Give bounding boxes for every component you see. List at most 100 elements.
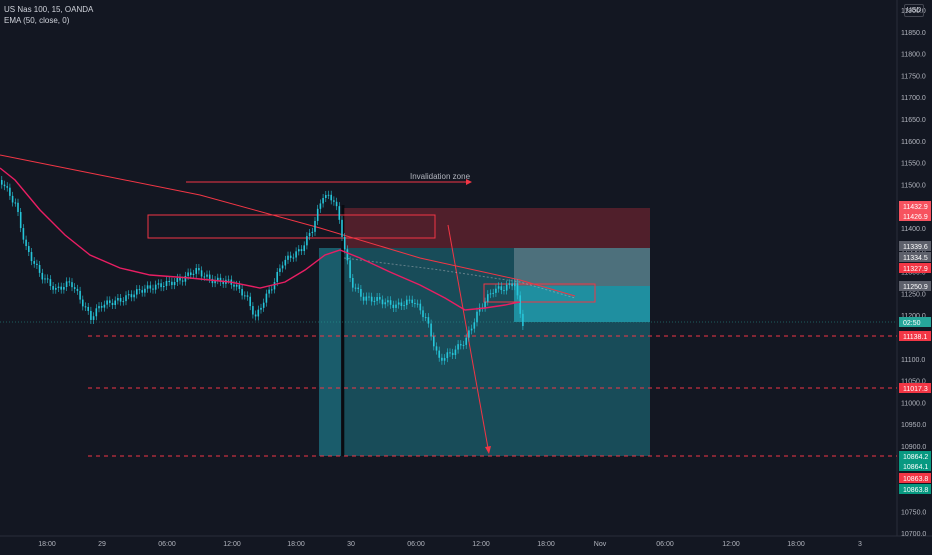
price-tag-text: 11138.1: [903, 334, 927, 341]
price-tick-label: 10950.0: [901, 422, 926, 429]
candle: [214, 276, 216, 288]
candle: [141, 286, 143, 297]
stop-loss-zone[interactable]: [344, 208, 650, 248]
open-profit-zone: [514, 286, 650, 322]
candle-body: [235, 284, 238, 287]
candle-body: [103, 304, 106, 308]
candle-body: [184, 275, 187, 282]
candle: [49, 275, 52, 291]
candle-body: [514, 283, 516, 287]
candle: [36, 259, 38, 269]
candle: [17, 198, 19, 216]
price-tag-bg: [899, 383, 931, 393]
time-label: 18:00: [287, 541, 305, 548]
candle: [95, 304, 98, 321]
candle-body: [489, 293, 492, 295]
candle-body: [476, 311, 478, 323]
candle: [298, 245, 300, 256]
price-tag: 10864.2: [899, 451, 931, 461]
candle: [28, 242, 30, 257]
candle: [292, 253, 295, 262]
candle-body: [306, 236, 308, 246]
candle-body: [168, 280, 170, 282]
candle-body: [338, 206, 341, 220]
price-tag: 10863.8: [899, 473, 931, 483]
projection-arrow[interactable]: [447, 224, 489, 449]
candle-body: [127, 294, 130, 296]
candle-body: [17, 202, 19, 212]
candle: [403, 301, 405, 310]
candle: [87, 302, 89, 315]
candle-body: [435, 346, 438, 351]
candle-body: [200, 270, 203, 277]
candle-body: [465, 337, 467, 345]
candle-body: [25, 239, 27, 247]
price-tag-text: 11017.3: [903, 386, 928, 393]
candle: [22, 224, 25, 244]
symbol-label[interactable]: US Nas 100, 15, OANDA: [4, 5, 94, 14]
candle-body: [441, 357, 443, 361]
candle-body: [146, 285, 149, 289]
candle: [211, 274, 214, 288]
resistance-box[interactable]: [147, 214, 436, 239]
price-tick-label: 11200.0: [901, 313, 926, 320]
candle-body: [397, 302, 400, 305]
candle-body: [484, 301, 486, 308]
candle: [430, 319, 432, 341]
ema-line[interactable]: [0, 167, 521, 311]
candle: [3, 180, 6, 191]
candle: [422, 306, 424, 322]
price-tag-bg: [899, 451, 931, 461]
candle-body: [438, 350, 440, 358]
candle: [460, 340, 462, 350]
candle: [319, 199, 322, 213]
candle: [354, 283, 357, 292]
candle-body: [249, 296, 251, 307]
price-tag-text: 11426.9: [903, 214, 928, 221]
candle-body: [392, 304, 395, 308]
candle: [200, 266, 203, 281]
candle-body: [319, 203, 322, 209]
candle-body: [511, 283, 513, 287]
candle: [125, 291, 127, 306]
candle: [198, 264, 200, 275]
candle: [478, 303, 481, 316]
candle: [495, 284, 497, 297]
candle: [357, 283, 359, 294]
price-tick-label: 11750.0: [901, 73, 926, 80]
indicator-label[interactable]: EMA (50, close, 0): [4, 16, 70, 25]
price-tag-text: 11334.5: [903, 255, 928, 262]
currency-label[interactable]: USD: [904, 4, 924, 17]
candle-body: [422, 310, 424, 318]
retest-box[interactable]: [483, 283, 596, 303]
candle: [343, 232, 346, 254]
take-profit-zone[interactable]: [344, 248, 650, 456]
candle-body: [92, 316, 95, 320]
candle-body: [41, 272, 44, 280]
candle: [109, 296, 111, 307]
candle: [63, 283, 65, 294]
candle-body: [281, 265, 284, 269]
candle: [9, 183, 11, 200]
candle: [171, 277, 173, 290]
candle: [373, 296, 376, 306]
candle-body: [36, 263, 38, 265]
candle: [484, 297, 486, 312]
candle: [1, 176, 3, 189]
candle-body: [406, 299, 408, 306]
candle: [222, 278, 224, 288]
candle: [408, 295, 411, 304]
candle: [6, 182, 8, 192]
candle: [346, 245, 349, 265]
price-tag-text: 10863.8: [903, 487, 928, 494]
position-zone-left[interactable]: [319, 248, 341, 456]
candle-body: [141, 290, 143, 293]
candle: [284, 255, 287, 270]
trend-line[interactable]: [0, 154, 576, 297]
candle: [119, 293, 122, 306]
candle-body: [389, 300, 392, 305]
candle: [468, 326, 470, 342]
price-tag: 11432.9: [899, 201, 931, 211]
